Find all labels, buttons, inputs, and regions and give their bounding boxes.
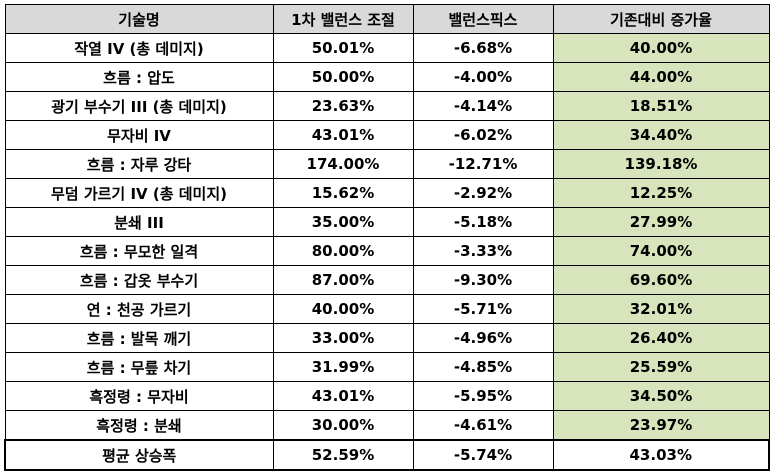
table-row: 연 : 천공 가르기 40.00% -5.71% 32.01% [4, 294, 770, 324]
first-balance-cell[interactable]: 30.00% [272, 410, 414, 441]
balance-table: 기술명 1차 밸런스 조절 밸런스픽스 기존대비 증가율 작열 IV (총 데미… [4, 4, 770, 471]
skill-name-cell[interactable]: 무자비 IV [4, 120, 274, 150]
increase-rate-cell[interactable]: 25.59% [552, 352, 770, 382]
header-first-balance[interactable]: 1차 밸런스 조절 [272, 4, 414, 34]
average-first-balance[interactable]: 52.59% [272, 439, 414, 471]
skill-name-cell[interactable]: 흐름 : 갑옷 부수기 [4, 265, 274, 295]
first-balance-cell[interactable]: 50.01% [272, 33, 414, 63]
increase-rate-cell[interactable]: 69.60% [552, 265, 770, 295]
increase-rate-cell[interactable]: 12.25% [552, 178, 770, 208]
skill-name-cell[interactable]: 흐름 : 무릎 차기 [4, 352, 274, 382]
first-balance-cell[interactable]: 80.00% [272, 236, 414, 266]
balance-fix-cell[interactable]: -5.95% [412, 381, 554, 411]
balance-fix-cell[interactable]: -6.68% [412, 33, 554, 63]
table-row: 흐름 : 무모한 일격 80.00% -3.33% 74.00% [4, 236, 770, 266]
header-row: 기술명 1차 밸런스 조절 밸런스픽스 기존대비 증가율 [4, 4, 770, 34]
average-increase-rate[interactable]: 43.03% [552, 439, 770, 471]
increase-rate-cell[interactable]: 74.00% [552, 236, 770, 266]
balance-fix-cell[interactable]: -4.85% [412, 352, 554, 382]
skill-name-cell[interactable]: 분쇄 III [4, 207, 274, 237]
header-balance-fix[interactable]: 밸런스픽스 [412, 4, 554, 34]
average-label[interactable]: 평균 상승폭 [4, 439, 274, 471]
first-balance-cell[interactable]: 35.00% [272, 207, 414, 237]
first-balance-cell[interactable]: 40.00% [272, 294, 414, 324]
increase-rate-cell[interactable]: 27.99% [552, 207, 770, 237]
balance-fix-cell[interactable]: -3.33% [412, 236, 554, 266]
table-row: 흐름 : 압도 50.00% -4.00% 44.00% [4, 62, 770, 92]
skill-name-cell[interactable]: 흑정령 : 분쇄 [4, 410, 274, 441]
spreadsheet: 기술명 1차 밸런스 조절 밸런스픽스 기존대비 증가율 작열 IV (총 데미… [4, 4, 770, 471]
skill-name-cell[interactable]: 흐름 : 압도 [4, 62, 274, 92]
increase-rate-cell[interactable]: 139.18% [552, 149, 770, 179]
increase-rate-cell[interactable]: 34.50% [552, 381, 770, 411]
header-skill-name[interactable]: 기술명 [4, 4, 274, 34]
increase-rate-cell[interactable]: 18.51% [552, 91, 770, 121]
skill-name-cell[interactable]: 흐름 : 무모한 일격 [4, 236, 274, 266]
first-balance-cell[interactable]: 31.99% [272, 352, 414, 382]
skill-name-cell[interactable]: 무덤 가르기 IV (총 데미지) [4, 178, 274, 208]
balance-fix-cell[interactable]: -12.71% [412, 149, 554, 179]
increase-rate-cell[interactable]: 34.40% [552, 120, 770, 150]
table-row: 흐름 : 발목 깨기 33.00% -4.96% 26.40% [4, 323, 770, 353]
first-balance-cell[interactable]: 15.62% [272, 178, 414, 208]
table-row: 흑정령 : 무자비 43.01% -5.95% 34.50% [4, 381, 770, 411]
skill-name-cell[interactable]: 광기 부수기 III (총 데미지) [4, 91, 274, 121]
increase-rate-cell[interactable]: 32.01% [552, 294, 770, 324]
skill-name-cell[interactable]: 연 : 천공 가르기 [4, 294, 274, 324]
skill-name-cell[interactable]: 작열 IV (총 데미지) [4, 33, 274, 63]
first-balance-cell[interactable]: 23.63% [272, 91, 414, 121]
table-row: 작열 IV (총 데미지) 50.01% -6.68% 40.00% [4, 33, 770, 63]
first-balance-cell[interactable]: 87.00% [272, 265, 414, 295]
balance-fix-cell[interactable]: -4.14% [412, 91, 554, 121]
first-balance-cell[interactable]: 43.01% [272, 381, 414, 411]
table-body: 작열 IV (총 데미지) 50.01% -6.68% 40.00% 흐름 : 압도 50… [4, 33, 770, 441]
increase-rate-cell[interactable]: 23.97% [552, 410, 770, 441]
increase-rate-cell[interactable]: 44.00% [552, 62, 770, 92]
table-row: 무자비 IV 43.01% -6.02% 34.40% [4, 120, 770, 150]
balance-fix-cell[interactable]: -6.02% [412, 120, 554, 150]
first-balance-cell[interactable]: 174.00% [272, 149, 414, 179]
average-balance-fix[interactable]: -5.74% [412, 439, 554, 471]
first-balance-cell[interactable]: 33.00% [272, 323, 414, 353]
balance-fix-cell[interactable]: -2.92% [412, 178, 554, 208]
increase-rate-cell[interactable]: 26.40% [552, 323, 770, 353]
skill-name-cell[interactable]: 흐름 : 발목 깨기 [4, 323, 274, 353]
table-row: 흐름 : 무릎 차기 31.99% -4.85% 25.59% [4, 352, 770, 382]
header-increase-rate[interactable]: 기존대비 증가율 [552, 4, 770, 34]
balance-fix-cell[interactable]: -5.18% [412, 207, 554, 237]
first-balance-cell[interactable]: 43.01% [272, 120, 414, 150]
table-row: 흐름 : 갑옷 부수기 87.00% -9.30% 69.60% [4, 265, 770, 295]
balance-fix-cell[interactable]: -4.96% [412, 323, 554, 353]
balance-fix-cell[interactable]: -4.61% [412, 410, 554, 441]
table-row: 무덤 가르기 IV (총 데미지) 15.62% -2.92% 12.25% [4, 178, 770, 208]
increase-rate-cell[interactable]: 40.00% [552, 33, 770, 63]
skill-name-cell[interactable]: 흐름 : 자루 강타 [4, 149, 274, 179]
balance-fix-cell[interactable]: -5.71% [412, 294, 554, 324]
skill-name-cell[interactable]: 흑정령 : 무자비 [4, 381, 274, 411]
first-balance-cell[interactable]: 50.00% [272, 62, 414, 92]
table-row: 광기 부수기 III (총 데미지) 23.63% -4.14% 18.51% [4, 91, 770, 121]
average-row: 평균 상승폭 52.59% -5.74% 43.03% [4, 439, 770, 471]
balance-fix-cell[interactable]: -9.30% [412, 265, 554, 295]
table-row: 분쇄 III 35.00% -5.18% 27.99% [4, 207, 770, 237]
balance-fix-cell[interactable]: -4.00% [412, 62, 554, 92]
table-row: 흐름 : 자루 강타 174.00% -12.71% 139.18% [4, 149, 770, 179]
table-row: 흑정령 : 분쇄 30.00% -4.61% 23.97% [4, 410, 770, 441]
